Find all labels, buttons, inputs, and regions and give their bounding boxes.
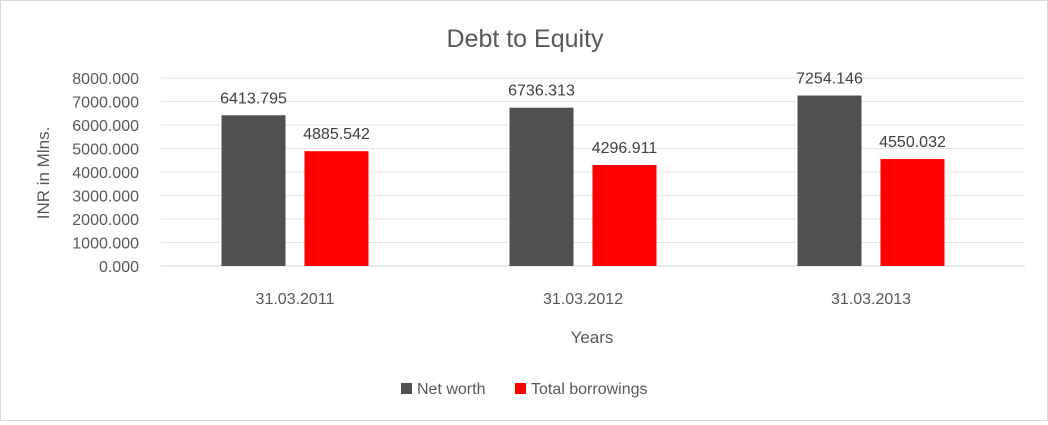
legend-label: Net worth xyxy=(417,381,485,398)
legend-swatch xyxy=(401,383,412,394)
data-label: 4550.032 xyxy=(879,134,946,151)
x-tick-label: 31.03.2012 xyxy=(543,291,623,308)
data-label: 6413.795 xyxy=(220,90,287,107)
legend: Net worth Total borrowings xyxy=(401,381,648,398)
bar-total-borrowings xyxy=(880,159,945,266)
bar-net-worth xyxy=(221,115,286,266)
y-tick-label: 1000.000 xyxy=(72,236,139,253)
bar-total-borrowings xyxy=(304,151,369,266)
y-tick-label: 5000.000 xyxy=(72,142,139,159)
legend-label: Total borrowings xyxy=(531,381,648,398)
y-tick-label: 0.000 xyxy=(99,259,139,276)
bar-net-worth xyxy=(797,95,862,266)
x-tick-label: 31.03.2011 xyxy=(256,291,335,308)
y-tick-label: 2000.000 xyxy=(72,212,139,229)
y-axis-title: INR in Mlns. xyxy=(34,127,53,220)
legend-swatch xyxy=(515,383,526,394)
bar-net-worth xyxy=(509,107,574,266)
y-tick-label: 7000.000 xyxy=(72,95,139,112)
data-label: 4296.911 xyxy=(592,140,658,157)
data-label: 4885.542 xyxy=(303,126,370,143)
bars: 6413.795 4885.542 6736.313 4296.911 7254.146… xyxy=(220,71,946,266)
x-tick-labels: 31.03.2011 31.03.2012 31.03.2013 xyxy=(256,291,912,308)
y-tick-labels: 0.000 1000.000 2000.000 3000.000 4000.000 500… xyxy=(72,71,139,276)
bar-total-borrowings xyxy=(592,165,657,266)
y-tick-label: 8000.000 xyxy=(72,71,139,88)
y-tick-label: 3000.000 xyxy=(72,189,139,206)
chart-title: Debt to Equity xyxy=(446,25,604,53)
data-label: 6736.313 xyxy=(508,83,575,100)
y-tick-label: 4000.000 xyxy=(72,165,139,182)
x-tick-label: 31.03.2013 xyxy=(831,291,911,308)
x-axis-title: Years xyxy=(571,328,614,347)
y-tick-label: 6000.000 xyxy=(72,118,139,135)
data-label: 7254.146 xyxy=(796,71,863,88)
